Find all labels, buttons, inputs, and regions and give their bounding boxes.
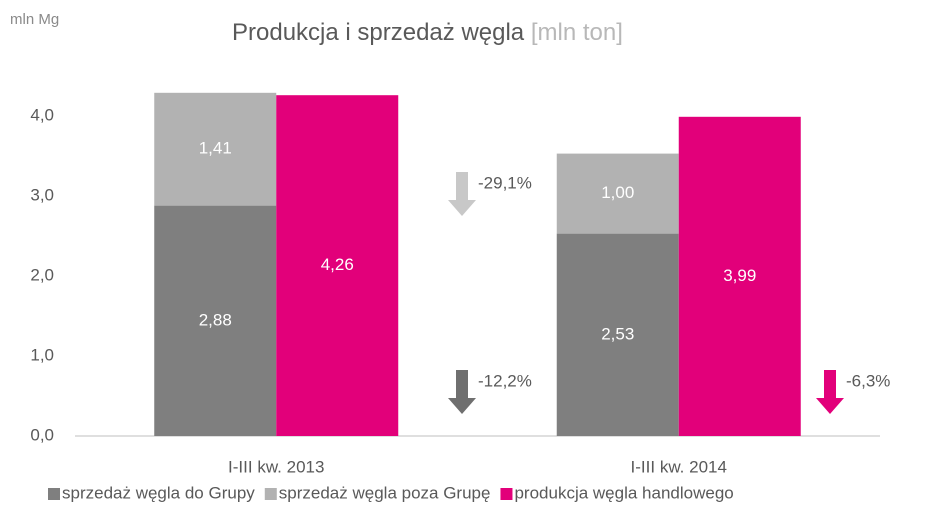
y-tick-label: 0,0 xyxy=(30,425,54,444)
legend-swatch xyxy=(500,488,513,500)
x-tick-label: I-III kw. 2014 xyxy=(631,457,727,476)
value-label: 2,88 xyxy=(199,310,232,329)
legend-label: sprzedaż węgla poza Grupę xyxy=(279,483,491,502)
title-main: Produkcja i sprzedaż węgla xyxy=(232,19,525,46)
title-unit: [mln ton] xyxy=(531,19,623,46)
arrow xyxy=(816,370,844,414)
bar xyxy=(276,95,399,436)
legend-swatch xyxy=(48,488,60,500)
y-tick-label: 4,0 xyxy=(30,105,54,124)
x-tick-label: I-III kw. 2013 xyxy=(228,457,324,476)
bar xyxy=(154,92,277,206)
value-label: 1,00 xyxy=(601,183,634,202)
y-tick-label: 3,0 xyxy=(30,185,54,204)
bar xyxy=(556,153,679,234)
bar xyxy=(154,205,277,436)
legend-label: produkcja węgla handlowego xyxy=(514,483,733,502)
y-tick-label: 2,0 xyxy=(30,265,54,284)
bar xyxy=(678,116,801,437)
value-label: 2,53 xyxy=(601,324,634,343)
annotation: -6,3% xyxy=(846,371,890,390)
annotation: -29,1% xyxy=(478,173,532,192)
value-label: 4,26 xyxy=(321,255,354,274)
bar xyxy=(556,233,679,436)
y-unit: mln Mg xyxy=(10,11,59,28)
value-label: 3,99 xyxy=(723,266,756,285)
legend-swatch xyxy=(264,488,277,500)
value-label: 1,41 xyxy=(199,139,232,158)
y-tick-label: 1,0 xyxy=(30,345,54,364)
annotation: -12,2% xyxy=(478,371,532,390)
legend-label: sprzedaż węgla do Grupy xyxy=(62,483,255,502)
chart-title: Produkcja i sprzedaż węgla [mln ton] xyxy=(232,19,623,46)
arrow xyxy=(448,370,476,414)
arrow xyxy=(448,172,476,216)
